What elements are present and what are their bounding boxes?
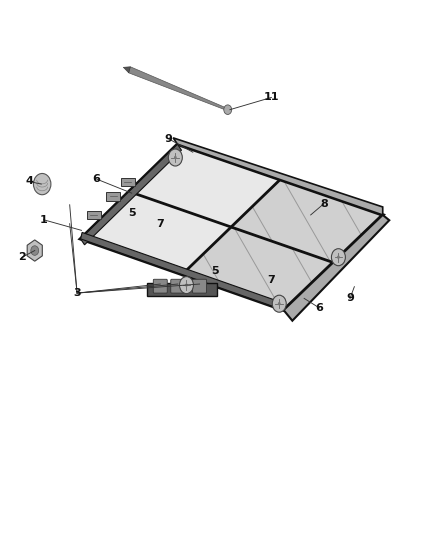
Circle shape [180,277,194,294]
FancyBboxPatch shape [153,279,167,293]
Circle shape [337,255,340,259]
Text: 4: 4 [25,176,33,187]
Text: 6: 6 [92,174,100,184]
Polygon shape [173,138,383,215]
Circle shape [332,249,346,266]
Polygon shape [81,232,285,310]
Circle shape [168,149,182,166]
Circle shape [272,295,286,312]
Polygon shape [129,144,280,227]
Polygon shape [231,180,383,263]
Polygon shape [27,240,42,261]
Text: 1: 1 [39,215,47,225]
Circle shape [33,173,51,195]
Text: 2: 2 [18,253,25,262]
Circle shape [185,284,188,287]
Polygon shape [147,283,217,296]
Text: 5: 5 [128,208,135,219]
Polygon shape [106,192,120,200]
Circle shape [174,156,177,159]
Text: 5: 5 [211,266,219,276]
Text: 7: 7 [268,275,275,285]
Polygon shape [284,215,389,321]
Circle shape [224,105,232,115]
Text: 11: 11 [264,92,279,102]
Polygon shape [121,178,135,187]
Polygon shape [87,211,101,220]
Text: 7: 7 [156,219,164,229]
Polygon shape [81,144,181,245]
Polygon shape [182,227,333,310]
Text: 3: 3 [73,288,81,298]
Polygon shape [129,67,228,111]
Text: 6: 6 [315,303,323,313]
Polygon shape [81,191,231,274]
FancyBboxPatch shape [193,279,207,293]
Text: 8: 8 [320,199,328,209]
Text: 9: 9 [165,134,173,144]
Circle shape [278,302,281,305]
Circle shape [31,246,39,255]
Polygon shape [123,67,131,73]
FancyBboxPatch shape [171,279,185,293]
Text: 9: 9 [346,293,354,303]
